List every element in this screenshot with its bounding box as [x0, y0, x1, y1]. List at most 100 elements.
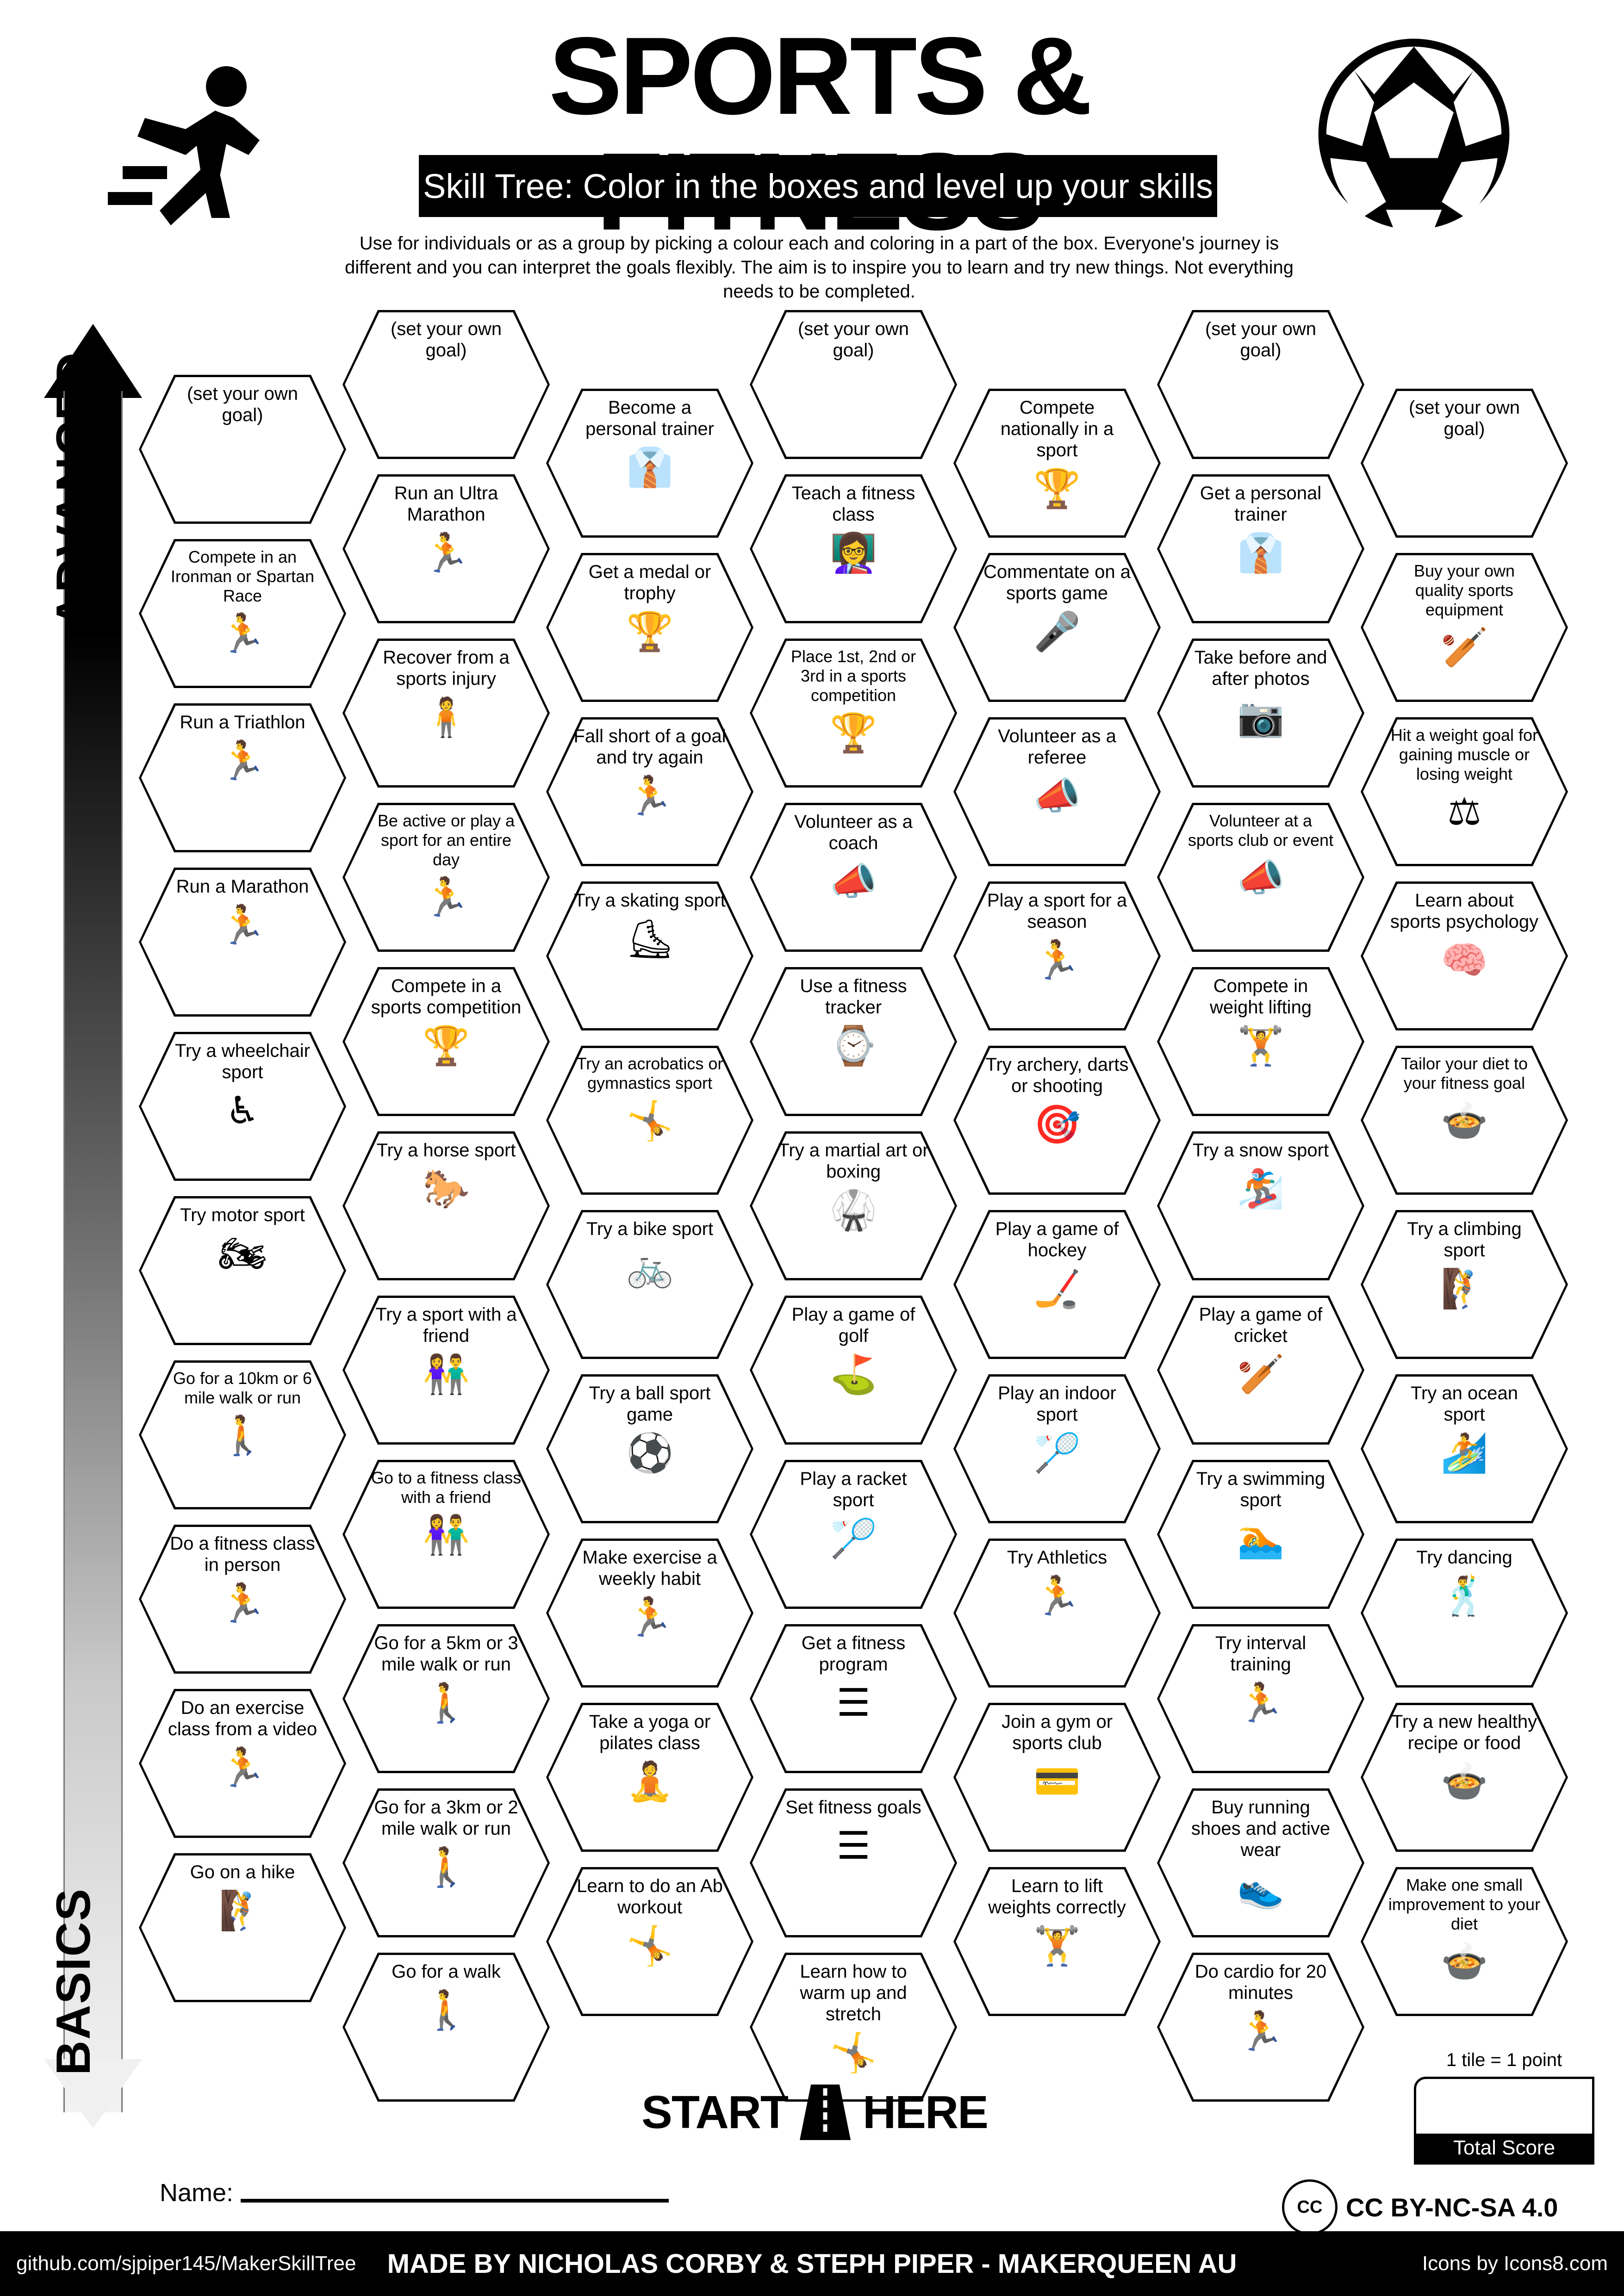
- skill-tile[interactable]: Run a Marathon 🏃: [139, 868, 346, 1017]
- skill-tile[interactable]: Play a racket sport 🏸: [750, 1460, 957, 1609]
- skill-tile[interactable]: (set your own goal): [342, 310, 550, 459]
- skill-tile[interactable]: Make one small improvement to your diet 🍲: [1361, 1867, 1568, 2016]
- skill-tile[interactable]: Go for a 10km or 6 mile walk or run 🚶: [139, 1360, 346, 1509]
- skill-tile[interactable]: Try an ocean sport 🏄: [1361, 1374, 1568, 1523]
- skill-tile[interactable]: Play an indoor sport 🏸: [953, 1374, 1161, 1523]
- skill-tile[interactable]: Compete in weight lifting 🏋: [1157, 967, 1364, 1116]
- skill-tile[interactable]: Try a bike sport 🚲: [546, 1210, 753, 1359]
- whistle-icon: 📣: [1033, 774, 1081, 818]
- skill-tile[interactable]: Run a Triathlon 🏃: [139, 703, 346, 852]
- skill-tile[interactable]: Try motor sport 🏍: [139, 1196, 346, 1345]
- skill-tile[interactable]: Be active or play a sport for an entire …: [342, 803, 550, 952]
- skill-tile-label: Take before and after photos: [1194, 647, 1327, 689]
- skill-tile[interactable]: Compete in an Ironman or Spartan Race 🏃: [139, 539, 346, 688]
- skill-tile[interactable]: Teach a fitness class 👩‍🏫: [750, 474, 957, 623]
- skill-tile[interactable]: (set your own goal): [139, 375, 346, 524]
- skill-tile[interactable]: Try a climbing sport 🧗: [1361, 1210, 1568, 1359]
- skill-tile[interactable]: Try a sport with a friend 👫: [342, 1296, 550, 1445]
- hex-content: Do cardio for 20 minutes 🏃: [1157, 1953, 1364, 2102]
- watch-icon: ⌚: [829, 1024, 877, 1068]
- hex-fill: [956, 1705, 1158, 1849]
- skill-tile[interactable]: Volunteer as a referee 📣: [953, 717, 1161, 866]
- skill-tile[interactable]: Volunteer as a coach 📣: [750, 803, 957, 952]
- skill-tile[interactable]: Play a game of golf ⛳: [750, 1296, 957, 1445]
- skill-tile[interactable]: Get a personal trainer 👔: [1157, 474, 1364, 623]
- hex-fill: [141, 1198, 344, 1343]
- skill-tile[interactable]: Commentate on a sports game 🎤: [953, 553, 1161, 702]
- skill-tile[interactable]: Try a skating sport ⛸: [546, 881, 753, 1030]
- name-write-line[interactable]: [241, 2199, 669, 2203]
- skill-tile[interactable]: Try interval training 🏃: [1157, 1624, 1364, 1773]
- skill-tile[interactable]: Do an exercise class from a video 🏃: [139, 1689, 346, 1838]
- skill-tile[interactable]: Tailor your diet to your fitness goal 🍲: [1361, 1046, 1568, 1195]
- skill-tile-label: Get a medal or trophy: [588, 562, 711, 603]
- skill-tile[interactable]: Learn to lift weights correctly 🏋: [953, 1867, 1161, 2016]
- skill-tile[interactable]: Go for a 5km or 3 mile walk or run 🚶: [342, 1624, 550, 1773]
- skill-tile[interactable]: (set your own goal): [1361, 389, 1568, 538]
- skill-tile-label: Try a sport with a friend: [375, 1304, 517, 1346]
- skill-tile[interactable]: Play a game of hockey 🏒: [953, 1210, 1161, 1359]
- skill-tile[interactable]: Do a fitness class in person 🏃: [139, 1525, 346, 1674]
- skill-tile[interactable]: Go on a hike 🧗: [139, 1853, 346, 2002]
- skill-tile[interactable]: Recover from a sports injury 🧍: [342, 639, 550, 788]
- skill-tile[interactable]: Fall short of a goal and try again 🏃: [546, 717, 753, 866]
- skill-tile[interactable]: Learn to do an Ab workout 🤸: [546, 1867, 753, 2016]
- hex-content: (set your own goal): [1157, 310, 1364, 459]
- skill-tile[interactable]: Compete nationally in a sport 🏆: [953, 389, 1161, 538]
- skill-tile-label: Try motor sport: [180, 1205, 305, 1225]
- skill-tile[interactable]: Set fitness goals ☰: [750, 1788, 957, 1937]
- skill-tile[interactable]: Try archery, darts or shooting 🎯: [953, 1046, 1161, 1195]
- skill-tile[interactable]: Go to a fitness class with a friend 👫: [342, 1460, 550, 1609]
- situp-icon: 🤸: [626, 1924, 674, 1968]
- skill-tile[interactable]: Become a personal trainer 👔: [546, 389, 753, 538]
- hex-content: Become a personal trainer 👔: [546, 389, 753, 538]
- skill-tile[interactable]: Get a fitness program ☰: [750, 1624, 957, 1773]
- skill-tile[interactable]: Try a martial art or boxing 🥋: [750, 1131, 957, 1280]
- skill-tile[interactable]: Try dancing 🕺: [1361, 1539, 1568, 1688]
- skill-tile[interactable]: Buy your own quality sports equipment 🏏: [1361, 553, 1568, 702]
- skill-tile[interactable]: Play a sport for a season 🏃: [953, 881, 1161, 1030]
- skill-tile[interactable]: Try a horse sport 🐎: [342, 1131, 550, 1280]
- skill-tile[interactable]: Try a wheelchair sport ♿: [139, 1032, 346, 1181]
- skill-tile[interactable]: Try an acrobatics or gymnastics sport 🤸: [546, 1046, 753, 1195]
- skill-tile[interactable]: Play a game of cricket 🏏: [1157, 1296, 1364, 1445]
- skill-tile[interactable]: Learn how to warm up and stretch 🤸: [750, 1953, 957, 2102]
- motorbike-icon: 🏍: [218, 1232, 267, 1276]
- skill-tile[interactable]: Try a ball sport game ⚽: [546, 1374, 753, 1523]
- icons-credit[interactable]: Icons by Icons8.com: [1422, 2252, 1608, 2275]
- skill-tile-label: Run a Marathon: [176, 876, 309, 897]
- skill-tile[interactable]: Hit a weight goal for gaining muscle or …: [1361, 717, 1568, 866]
- stretching-icon: 🤸: [829, 2031, 877, 2075]
- github-link[interactable]: github.com/sjpiper145/MakerSkillTree: [16, 2252, 356, 2275]
- skill-tile[interactable]: Place 1st, 2nd or 3rd in a sports compet…: [750, 639, 957, 788]
- skill-tile[interactable]: Take a yoga or pilates class 🧘: [546, 1703, 753, 1852]
- hex-content: Try a climbing sport 🧗: [1361, 1210, 1568, 1359]
- skill-tile[interactable]: Use a fitness tracker ⌚: [750, 967, 957, 1116]
- skill-tile[interactable]: Volunteer at a sports club or event 📣: [1157, 803, 1364, 952]
- hex-fill: [548, 884, 751, 1028]
- skill-tile[interactable]: Buy running shoes and active wear 👟: [1157, 1788, 1364, 1937]
- hex-fill: [141, 1363, 344, 1507]
- skill-tile[interactable]: Learn about sports psychology 🧠: [1361, 881, 1568, 1030]
- skill-tile[interactable]: Run an Ultra Marathon 🏃: [342, 474, 550, 623]
- skill-tile[interactable]: Join a gym or sports club 💳: [953, 1703, 1161, 1852]
- hex-content: Learn to do an Ab workout 🤸: [546, 1867, 753, 2016]
- skill-tile[interactable]: Take before and after photos 📷: [1157, 639, 1364, 788]
- skill-tile[interactable]: (set your own goal): [1157, 310, 1364, 459]
- total-score-box[interactable]: Total Score: [1414, 2077, 1594, 2165]
- skill-tile[interactable]: Try a swimming sport 🏊: [1157, 1460, 1364, 1609]
- hex-content: Volunteer as a referee 📣: [953, 717, 1161, 866]
- skill-tile[interactable]: Do cardio for 20 minutes 🏃: [1157, 1953, 1364, 2102]
- skill-tile[interactable]: Make exercise a weekly habit 🏃: [546, 1539, 753, 1688]
- skill-tile[interactable]: Get a medal or trophy 🏆: [546, 553, 753, 702]
- hex-fill: [1363, 1048, 1566, 1192]
- skill-tile[interactable]: Compete in a sports competition 🏆: [342, 967, 550, 1116]
- skill-tile[interactable]: Try a new healthy recipe or food 🍲: [1361, 1703, 1568, 1852]
- hex-fill: [345, 641, 548, 785]
- skill-tile[interactable]: Try a snow sport 🏂: [1157, 1131, 1364, 1280]
- skill-tile[interactable]: Go for a 3km or 2 mile walk or run 🚶: [342, 1788, 550, 1937]
- skill-tile[interactable]: Go for a walk 🚶: [342, 1953, 550, 2102]
- skill-tile[interactable]: Try Athletics 🏃: [953, 1539, 1161, 1688]
- skill-tile[interactable]: (set your own goal): [750, 310, 957, 459]
- hex-content: Go for a 10km or 6 mile walk or run 🚶: [139, 1360, 346, 1509]
